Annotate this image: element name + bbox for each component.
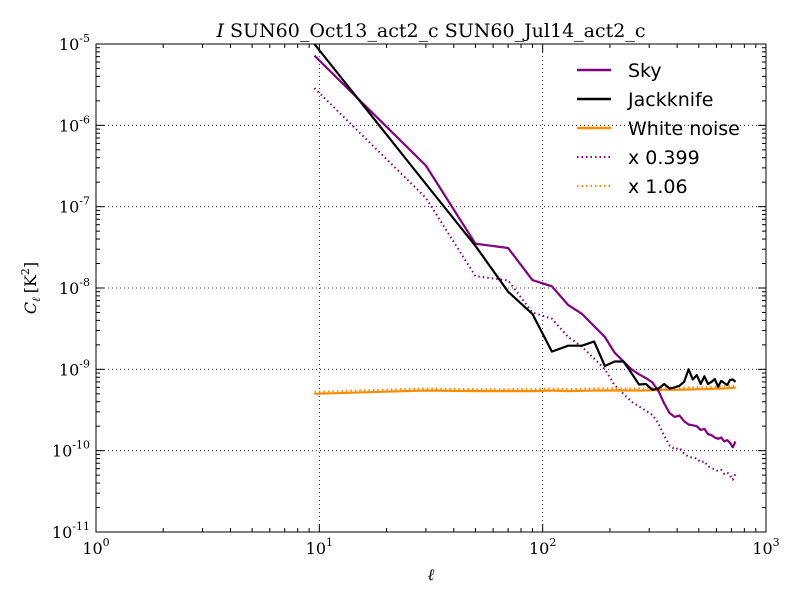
series-line-x-0-399: [313, 87, 737, 481]
y-tick-exponent: -6: [79, 113, 90, 126]
legend-label-jackknife: Jackknife: [627, 89, 713, 111]
x-tick-base: 10: [752, 539, 772, 558]
x-tick-exponent: 3: [773, 536, 780, 549]
x-tick-base: 10: [306, 539, 326, 558]
plot-area: [313, 43, 737, 481]
chart-title: I SUN60_Oct13_act2_c SUN60_Jul14_act2_c: [215, 20, 645, 42]
y-tick-base: 10: [59, 360, 79, 379]
y-label-symbol: C: [21, 302, 40, 314]
y-tick-base: 10: [52, 523, 72, 542]
y-tick-label: 10-8: [59, 276, 90, 298]
ticks: 100 101 102 10310-510-610-710-810-910-1010-…: [52, 32, 780, 558]
y-tick-base: 10: [59, 35, 79, 54]
y-axis-label: Cℓ [K2]: [19, 262, 43, 314]
x-tick-label: 102: [529, 536, 556, 558]
y-label-subscript: ℓ: [30, 297, 43, 302]
legend-label-x-0-399: x 0.399: [628, 147, 700, 169]
y-tick-exponent: -7: [79, 195, 90, 208]
legend-label-white-noise: White noise: [628, 118, 740, 140]
y-tick-exponent: -8: [79, 276, 90, 289]
y-tick-exponent: -9: [79, 357, 90, 370]
y-label-unit-exponent: 2: [19, 268, 32, 275]
y-tick-base: 10: [59, 279, 79, 298]
y-tick-label: 10-9: [59, 357, 90, 379]
x-tick-base: 10: [82, 539, 102, 558]
y-tick-exponent: -10: [72, 439, 90, 452]
y-label-unit: [K: [21, 274, 40, 293]
series-line-white-noise: [314, 386, 736, 395]
y-tick-label: 10-5: [59, 32, 90, 54]
x-axis-label: ℓ: [428, 565, 435, 584]
series-line-jackknife: [313, 43, 737, 391]
series-line-sky: [313, 54, 737, 449]
legend-label-x-1-06: x 1.06: [628, 176, 688, 198]
x-tick-label: 101: [306, 536, 333, 558]
x-tick-exponent: 1: [326, 536, 333, 549]
grid: [96, 44, 766, 532]
y-tick-label: 10-11: [52, 520, 90, 542]
x-tick-base: 10: [529, 539, 549, 558]
y-tick-base: 10: [52, 442, 72, 461]
y-label-unit-close: ]: [21, 262, 40, 268]
x-tick-exponent: 2: [549, 536, 556, 549]
y-tick-base: 10: [59, 116, 79, 135]
y-tick-label: 10-10: [52, 439, 90, 461]
legend: Sky Jackknife White noise x 0.399 x 1.06: [577, 60, 740, 198]
x-tick-label: 100: [82, 536, 109, 558]
y-tick-exponent: -5: [79, 32, 90, 45]
y-tick-label: 10-7: [59, 195, 90, 217]
x-tick-exponent: 0: [103, 536, 110, 549]
y-tick-label: 10-6: [59, 113, 90, 135]
title-prefix: I: [215, 20, 224, 42]
title-main: SUN60_Oct13_act2_c SUN60_Jul14_act2_c: [230, 20, 646, 42]
y-tick-base: 10: [59, 198, 79, 217]
y-tick-exponent: -11: [72, 520, 90, 533]
x-tick-label: 103: [752, 536, 779, 558]
legend-label-sky: Sky: [628, 60, 662, 82]
